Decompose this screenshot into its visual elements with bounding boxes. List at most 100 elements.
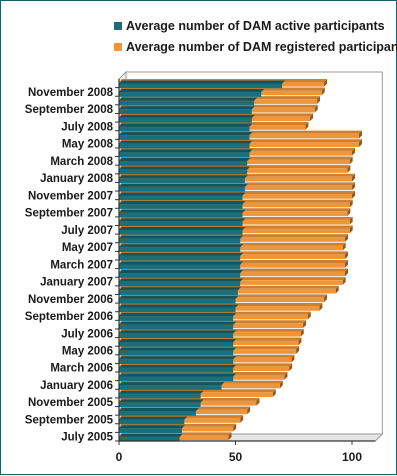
bar-active-top (119, 373, 237, 377)
bar-active (119, 178, 245, 183)
bar-active-top (119, 321, 237, 325)
legend-item-registered: Average number of DAM registered partici… (114, 36, 397, 57)
bar-registered-end (303, 320, 307, 329)
bar-registered-end (240, 415, 244, 423)
category-label: May 2006 (62, 346, 113, 358)
chart-legend: Average number of DAM active participant… (114, 15, 397, 57)
bar-active (119, 143, 250, 149)
bar-active-top (119, 295, 239, 299)
x-tick-label: 50 (229, 450, 243, 464)
bar-registered-end (233, 423, 237, 432)
category-label: November 2005 (28, 397, 114, 409)
bar-registered-end (352, 190, 355, 199)
bar-active (119, 161, 248, 166)
bar-active (119, 126, 250, 132)
bar-registered-end (345, 234, 349, 242)
bar-active (119, 316, 234, 321)
bar-registered-end (310, 113, 314, 122)
bar-active-top (119, 132, 253, 136)
bar-registered-end (296, 346, 300, 354)
bar-active-top (119, 339, 237, 343)
bar-active-top (119, 416, 188, 420)
category-label: November 2006 (28, 294, 113, 306)
bar-registered-end (256, 397, 260, 406)
category-label: July 2006 (61, 328, 113, 340)
bar-active (119, 238, 241, 244)
bar-active-top (119, 244, 244, 248)
category-label: January 2008 (40, 173, 113, 185)
bar-registered-end (358, 139, 362, 148)
category-label: May 2008 (62, 139, 114, 151)
bar-active (119, 367, 234, 373)
bar-active (119, 393, 201, 399)
category-label: January 2007 (40, 277, 113, 289)
category-label: September 2008 (25, 104, 114, 116)
x-tick-label: 0 (116, 450, 123, 464)
category-label: July 2008 (61, 121, 113, 133)
bar-active (119, 324, 234, 330)
category-label: March 2007 (50, 259, 113, 271)
bar-registered-end (289, 363, 293, 372)
bar-active (119, 109, 252, 115)
bar-active (119, 117, 252, 123)
bar-active-top (119, 183, 248, 187)
bar-active (119, 342, 234, 347)
bar-active (119, 333, 234, 339)
bar-active-top (119, 425, 185, 429)
bar-active-top (119, 330, 237, 334)
bar-active (119, 100, 255, 106)
bar-active-top (119, 407, 199, 411)
category-label: March 2008 (50, 156, 113, 168)
category-label: January 2006 (40, 380, 113, 392)
bar-active (119, 298, 236, 304)
x-tick-label: 100 (342, 450, 362, 464)
bar-active (119, 419, 185, 425)
bar-registered-end (284, 371, 288, 380)
bar-active (119, 135, 250, 140)
bar-active-top (119, 89, 265, 93)
bar-active-top (119, 166, 251, 170)
bar-active (119, 359, 234, 364)
bar-active (119, 204, 243, 209)
bar-active (119, 307, 236, 313)
bar-active (119, 290, 238, 296)
bar-active-top (119, 80, 286, 84)
bar-registered-end (352, 173, 355, 182)
bar-active-top (119, 382, 225, 386)
bar-active-top (119, 347, 237, 351)
bar-active (119, 92, 262, 97)
bar-registered-end (317, 96, 321, 104)
bar-active-top (119, 278, 244, 282)
bar-registered-end (314, 104, 318, 113)
bar-active (119, 83, 283, 89)
legend-item-active: Average number of DAM active participant… (114, 15, 397, 36)
bar-active-top (119, 123, 253, 127)
bar-active-top (119, 226, 246, 230)
bar-registered-end (349, 156, 353, 165)
bar-active (119, 229, 243, 235)
bar-registered-end (298, 337, 302, 346)
bar-registered-end (345, 251, 349, 260)
bar-active-top (119, 201, 246, 205)
category-label: July 2005 (61, 432, 113, 444)
legend-swatch-registered (114, 42, 122, 51)
bar-registered-end (228, 432, 232, 441)
bar-registered-end (300, 328, 304, 337)
bar-registered-end (352, 147, 355, 156)
bar-active-top (119, 218, 246, 222)
bar-active-top (119, 106, 255, 110)
category-label: November 2007 (28, 190, 113, 202)
bar-active (119, 152, 250, 158)
bar-active-top (119, 304, 239, 308)
bar-active (119, 221, 243, 227)
bar-registered-end (324, 294, 328, 303)
bar-registered-end (342, 242, 346, 251)
bar-active (119, 436, 180, 442)
bar-registered-end (347, 208, 351, 216)
bar-registered-end (358, 130, 362, 139)
bar-active-top (119, 209, 246, 213)
bar-active-top (119, 97, 258, 101)
category-label: November 2008 (28, 87, 114, 99)
